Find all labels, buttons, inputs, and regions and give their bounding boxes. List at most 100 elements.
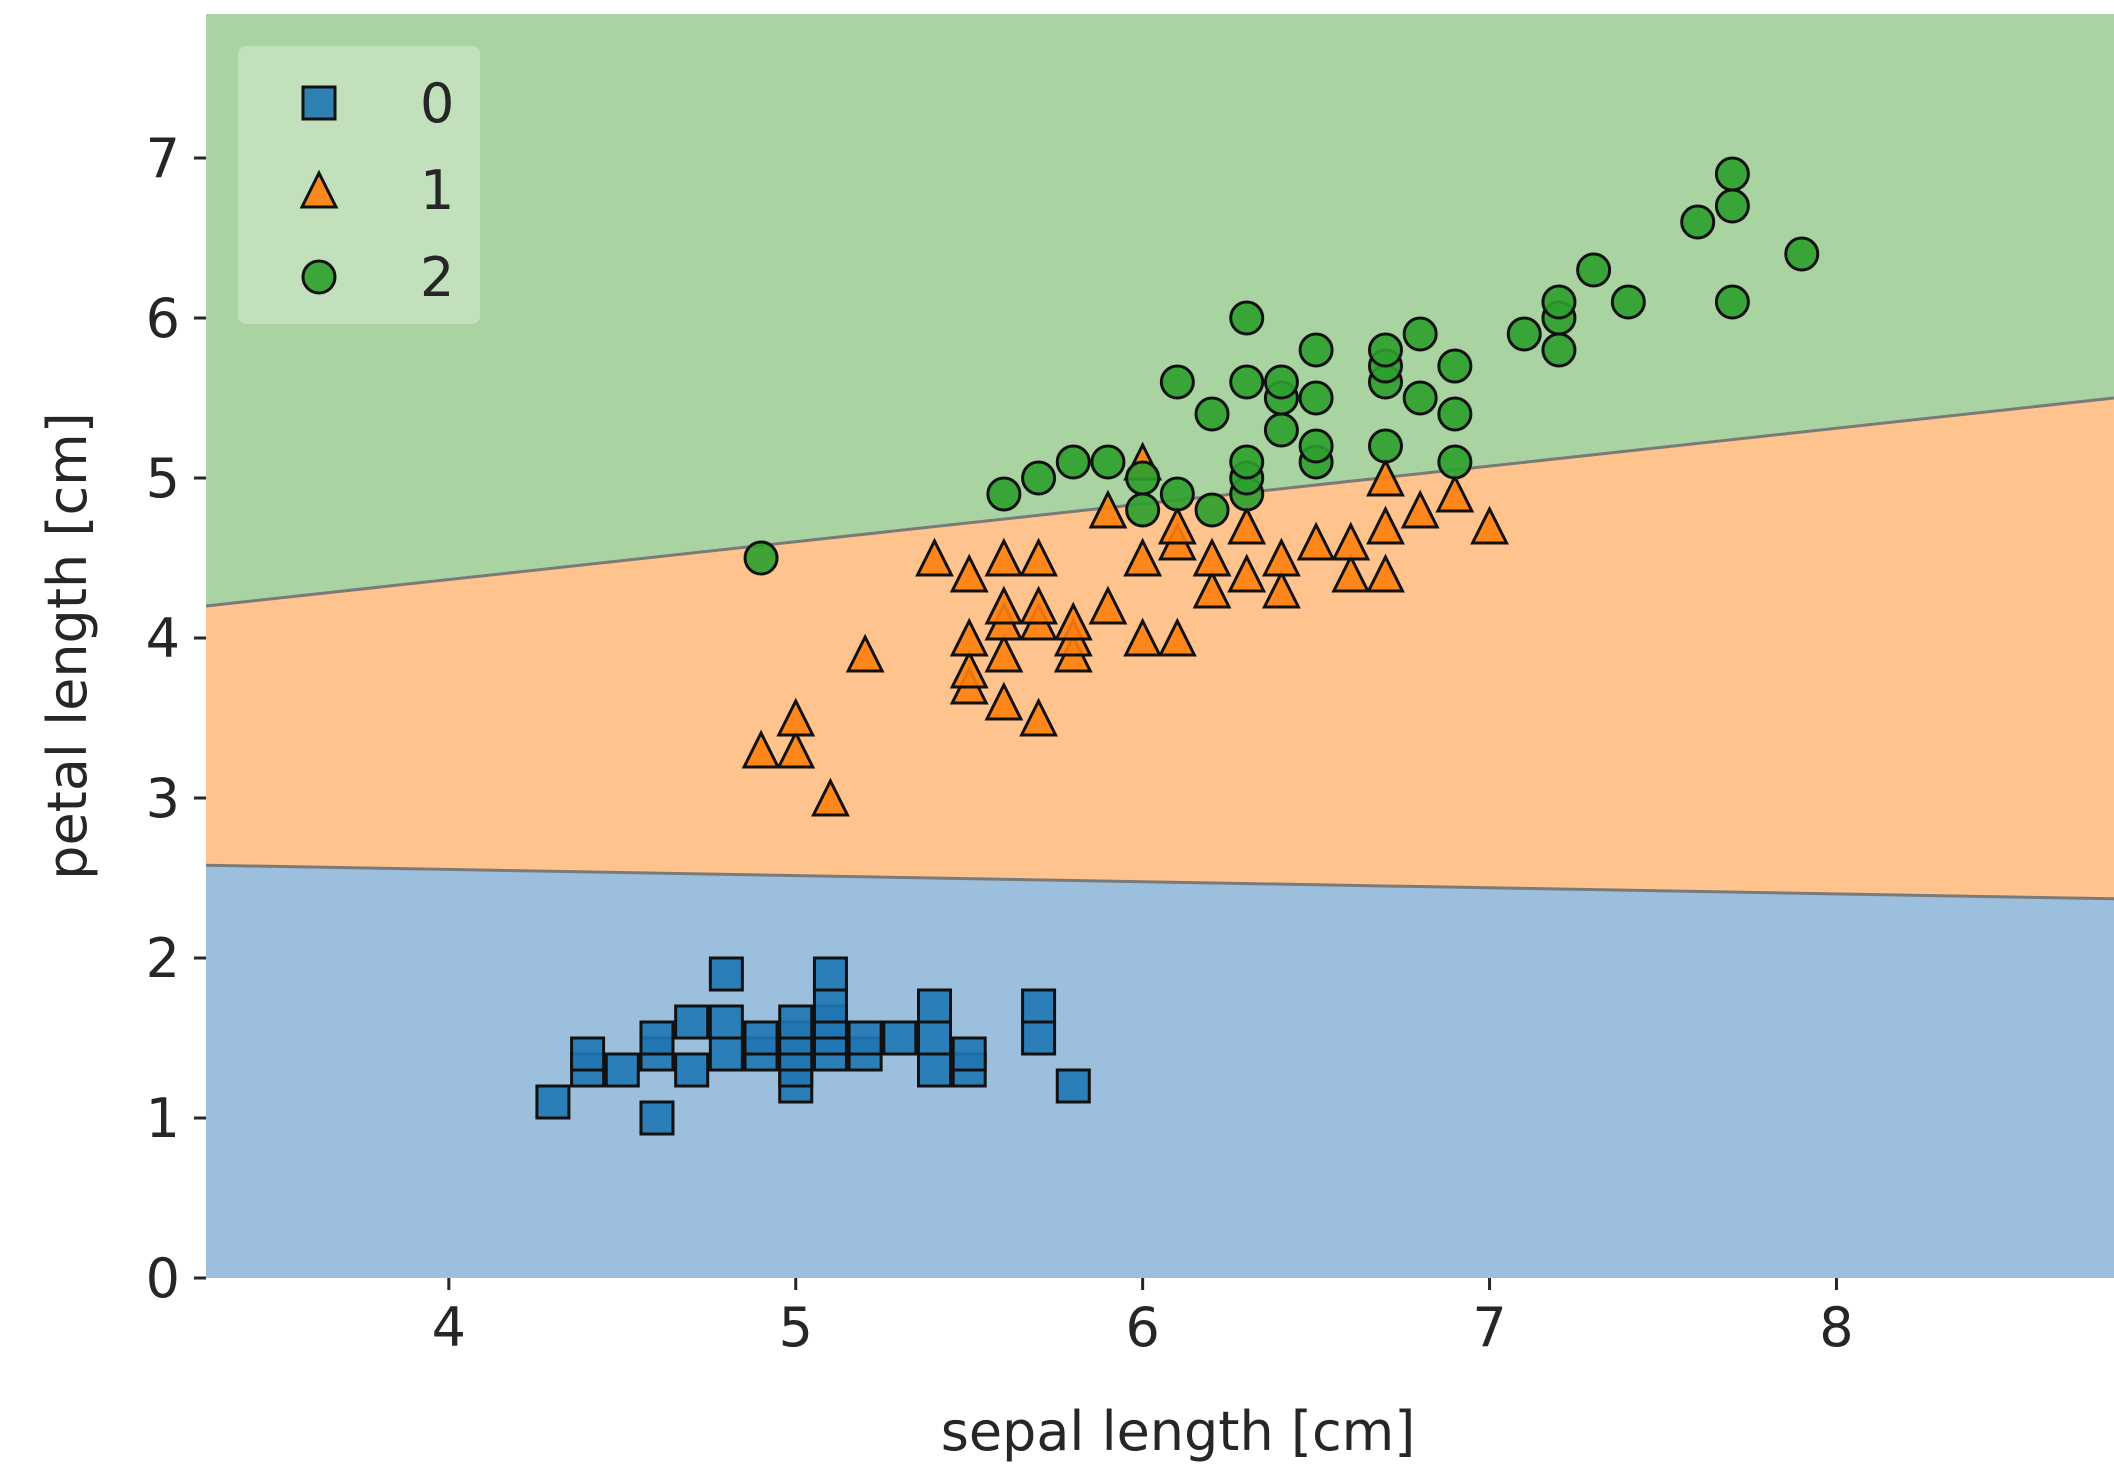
point-class-0 xyxy=(708,1036,744,1072)
decision-regions xyxy=(206,14,2114,1278)
point-class-0 xyxy=(917,988,953,1024)
point-class-1 xyxy=(1157,617,1197,657)
point-class-1 xyxy=(1366,553,1405,593)
x-tick-label: 6 xyxy=(1125,1296,1159,1359)
point-class-1 xyxy=(1366,457,1405,497)
point-class-2 xyxy=(1125,460,1161,496)
point-class-0 xyxy=(743,1020,779,1056)
point-class-0 xyxy=(604,1052,640,1088)
point-class-2 xyxy=(986,476,1022,512)
point-class-1 xyxy=(984,585,1024,625)
y-tick-label: 6 xyxy=(146,287,180,350)
legend-label-0: 0 xyxy=(420,72,454,135)
legend: 0 1 2 xyxy=(238,46,480,324)
axes: 4 5 6 7 8 0 1 2 3 4 5 6 7 xyxy=(146,127,1854,1359)
x-tick-label: 4 xyxy=(432,1296,466,1359)
point-class-1 xyxy=(1088,585,1128,625)
point-class-2 xyxy=(1437,396,1473,432)
series-class-2 xyxy=(743,156,1820,576)
point-class-2 xyxy=(1402,380,1438,416)
y-tick-label: 1 xyxy=(146,1087,180,1150)
y-tick-label: 3 xyxy=(146,767,180,830)
point-class-1 xyxy=(949,649,989,689)
point-class-1 xyxy=(1123,537,1163,577)
point-class-2 xyxy=(1090,444,1126,480)
point-class-2 xyxy=(1367,428,1403,464)
y-tick-label: 5 xyxy=(146,447,180,510)
series-class-1 xyxy=(741,441,1509,817)
legend-marker-0 xyxy=(301,85,337,121)
point-class-0 xyxy=(570,1036,606,1072)
point-class-1 xyxy=(1400,489,1440,529)
y-axis-label: petal length [cm] xyxy=(36,412,99,880)
point-class-1 xyxy=(949,553,989,593)
legend-label-2: 2 xyxy=(420,246,454,309)
x-tick-label: 7 xyxy=(1472,1296,1506,1359)
point-class-0 xyxy=(1021,988,1057,1024)
point-class-2 xyxy=(1263,364,1299,400)
point-class-2 xyxy=(1298,332,1334,368)
point-class-0 xyxy=(882,1020,918,1056)
point-class-2 xyxy=(1159,364,1195,400)
point-class-0 xyxy=(1055,1068,1091,1104)
point-class-2 xyxy=(1125,492,1161,528)
point-class-1 xyxy=(1435,473,1475,513)
point-class-2 xyxy=(1159,476,1195,512)
point-class-2 xyxy=(1714,188,1750,224)
point-class-2 xyxy=(1437,348,1473,384)
point-class-1 xyxy=(845,633,885,673)
point-class-1 xyxy=(1227,553,1267,593)
point-class-1 xyxy=(984,633,1024,673)
point-class-0 xyxy=(708,956,744,992)
x-axis-label: sepal length [cm] xyxy=(941,1400,1416,1463)
point-class-1 xyxy=(741,729,781,769)
point-class-1 xyxy=(1331,553,1371,593)
point-class-2 xyxy=(1229,364,1265,400)
point-class-0 xyxy=(674,1004,710,1040)
point-class-1 xyxy=(1019,537,1059,577)
point-class-0 xyxy=(812,988,848,1024)
x-tick-label: 8 xyxy=(1819,1296,1853,1359)
point-class-1 xyxy=(984,681,1024,721)
point-class-1 xyxy=(811,777,850,817)
point-class-1 xyxy=(984,537,1024,577)
legend-marker-1 xyxy=(299,169,339,209)
point-class-2 xyxy=(1437,444,1473,480)
point-class-1 xyxy=(1296,521,1336,561)
point-class-1 xyxy=(1192,537,1232,577)
point-class-0 xyxy=(917,1020,953,1056)
point-class-1 xyxy=(1053,601,1093,641)
point-class-2 xyxy=(1021,460,1057,496)
point-class-0 xyxy=(639,1020,675,1056)
point-class-0 xyxy=(812,956,848,992)
point-class-2 xyxy=(1541,332,1577,368)
legend-marker-2 xyxy=(301,259,337,295)
y-tick-label: 7 xyxy=(146,127,180,190)
point-class-2 xyxy=(1298,380,1334,416)
point-class-0 xyxy=(708,1004,744,1040)
point-class-2 xyxy=(1506,316,1542,352)
point-class-2 xyxy=(1576,252,1612,288)
point-class-1 xyxy=(949,617,989,657)
series-class-0 xyxy=(535,956,1091,1136)
point-class-2 xyxy=(1784,236,1820,272)
point-class-1 xyxy=(1088,489,1128,529)
point-class-2 xyxy=(1263,412,1299,448)
point-class-0 xyxy=(535,1084,571,1120)
point-class-0 xyxy=(674,1052,710,1088)
point-class-2 xyxy=(1194,492,1230,528)
point-class-2 xyxy=(1298,428,1334,464)
y-tick-label: 2 xyxy=(146,927,180,990)
point-class-1 xyxy=(776,697,816,737)
point-class-0 xyxy=(847,1020,883,1056)
point-class-1 xyxy=(1366,505,1405,545)
point-class-2 xyxy=(1714,156,1750,192)
legend-label-1: 1 xyxy=(420,159,454,222)
boundary-line xyxy=(206,863,2114,901)
point-class-2 xyxy=(1367,332,1403,368)
point-class-2 xyxy=(1194,396,1230,432)
point-class-0 xyxy=(951,1036,987,1072)
point-class-1 xyxy=(776,729,816,769)
point-class-1 xyxy=(1261,537,1301,577)
